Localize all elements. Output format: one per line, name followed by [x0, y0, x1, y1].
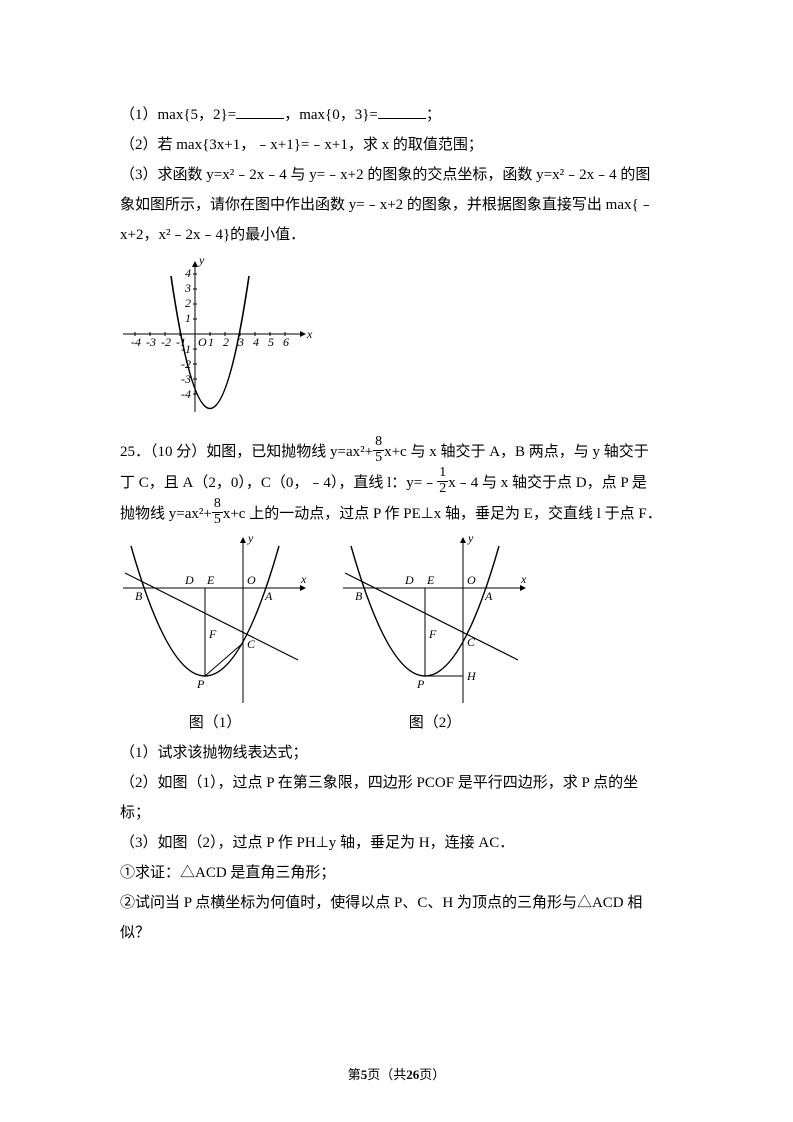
frac-8-5-b: 85: [212, 497, 223, 527]
svg-text:4: 4: [253, 335, 259, 349]
q25-p4: ①求证：△ACD 是直角三角形；: [120, 858, 683, 888]
svg-text:y: y: [467, 533, 474, 545]
frac-8-5-a: 85: [373, 435, 384, 465]
frac-1-2: 12: [437, 466, 448, 496]
svg-text:F: F: [428, 627, 437, 641]
graph-svg-2: x y O D E B A F C P: [120, 533, 310, 708]
q25-line2-a: 丁 C，且 A（2，0），C（0，﹣4），直线 l：y=﹣: [120, 475, 437, 491]
svg-text:E: E: [426, 573, 435, 587]
svg-text:-3: -3: [146, 335, 156, 349]
q25-p3: （3）如图（2），过点 P 作 PH⊥y 轴，垂足为 H，连接 AC．: [120, 828, 683, 858]
q24-line1: （1）max{5，2}= ，max{0，3}= ；: [120, 100, 683, 130]
svg-text:D: D: [404, 573, 414, 587]
svg-text:2: 2: [223, 335, 229, 349]
svg-text:4: 4: [185, 266, 191, 280]
origin-label: O: [198, 335, 207, 349]
x-ticks: -4-3-2-1 123456: [131, 335, 289, 349]
svg-text:-2: -2: [161, 335, 171, 349]
blank-1: [236, 103, 284, 119]
caption-1: 图（1）: [120, 708, 310, 738]
q25-p2: （2）如图（1），过点 P 在第三象限，四边形 PCOF 是平行四边形，求 P …: [120, 768, 683, 798]
svg-text:E: E: [206, 573, 215, 587]
graph-svg-1: x y O -4-3-2-1 123456 1234 -1-2-3-4: [120, 254, 320, 424]
svg-text:B: B: [135, 589, 143, 603]
q25-line3-a: 抛物线 y=ax²+: [120, 506, 212, 522]
q25-p5b: 似？: [120, 918, 683, 948]
q24-line4: 象如图所示，请你在图中作出函数 y=﹣x+2 的图象，并根据图象直接写出 max…: [120, 190, 683, 220]
caption-2: 图（2）: [340, 708, 530, 738]
svg-text:6: 6: [283, 335, 289, 349]
q24-line3: （3）求函数 y=x²﹣2x﹣4 与 y=﹣x+2 的图象的交点坐标，函数 y=…: [120, 160, 683, 190]
svg-text:x: x: [520, 572, 527, 586]
x-axis-label: x: [306, 327, 313, 341]
svg-text:O: O: [247, 573, 256, 587]
q25-line2-b: x﹣4 与 x 轴交于点 D，点 P 是: [448, 475, 647, 491]
svg-text:D: D: [184, 573, 194, 587]
caption-row: 图（1） 图（2）: [120, 708, 683, 738]
q25-line3: 抛物线 y=ax²+85x+c 上的一动点，过点 P 作 PE⊥x 轴，垂足为 …: [120, 499, 683, 530]
svg-text:C: C: [247, 637, 256, 651]
svg-text:x: x: [300, 572, 307, 586]
page-footer: 第5页（共26页）: [0, 1062, 793, 1088]
svg-text:H: H: [466, 669, 477, 683]
q25-p2b: 标；: [120, 798, 683, 828]
q25-head-b: x+c 与 x 轴交于 A，B 两点，与 y 轴交于: [384, 444, 649, 460]
svg-text:P: P: [196, 677, 205, 691]
q24-line1-b: ，max{0，3}=: [284, 107, 378, 123]
svg-text:-4: -4: [131, 335, 141, 349]
svg-text:A: A: [264, 589, 273, 603]
q24-line1-c: ；: [426, 107, 441, 123]
svg-text:B: B: [355, 589, 363, 603]
y-axis-label: y: [198, 254, 205, 267]
svg-text:F: F: [208, 627, 217, 641]
q25-p5: ②试问当 P 点横坐标为何值时，使得以点 P、C、H 为顶点的三角形与△ACD …: [120, 888, 683, 918]
graph-svg-3: x y O D E B A F C P H: [340, 533, 530, 708]
q25-line3-b: x+c 上的一动点，过点 P 作 PE⊥x 轴，垂足为 E，交直线 l 于点 F…: [223, 506, 662, 522]
svg-text:1: 1: [208, 335, 214, 349]
parabola-graph: x y O -4-3-2-1 123456 1234 -1-2-3-4: [120, 254, 683, 435]
q24-line5: x+2，x²﹣2x﹣4}的最小值．: [120, 220, 683, 250]
q25-p1: （1）试求该抛物线表达式；: [120, 738, 683, 768]
svg-text:5: 5: [268, 335, 274, 349]
svg-text:2: 2: [185, 296, 191, 310]
q25-head: 25．（10 分）如图，已知抛物线 y=ax²+85x+c 与 x 轴交于 A，…: [120, 437, 683, 468]
q25-head-a: 25．（10 分）如图，已知抛物线 y=ax²+: [120, 444, 373, 460]
graphs-row: x y O D E B A F C P x y O: [120, 533, 683, 708]
svg-text:P: P: [416, 677, 425, 691]
q25-line2: 丁 C，且 A（2，0），C（0，﹣4），直线 l：y=﹣12x﹣4 与 x 轴…: [120, 468, 683, 499]
q24-line1-a: （1）max{5，2}=: [120, 107, 236, 123]
svg-text:A: A: [484, 589, 493, 603]
svg-text:3: 3: [184, 281, 191, 295]
svg-text:C: C: [467, 635, 476, 649]
blank-2: [378, 103, 426, 119]
svg-text:O: O: [467, 573, 476, 587]
svg-text:y: y: [247, 533, 254, 545]
q24-line2: （2）若 max{3x+1，﹣x+1}=﹣x+1，求 x 的取值范围；: [120, 130, 683, 160]
svg-text:1: 1: [185, 311, 191, 325]
svg-text:-4: -4: [181, 387, 191, 401]
